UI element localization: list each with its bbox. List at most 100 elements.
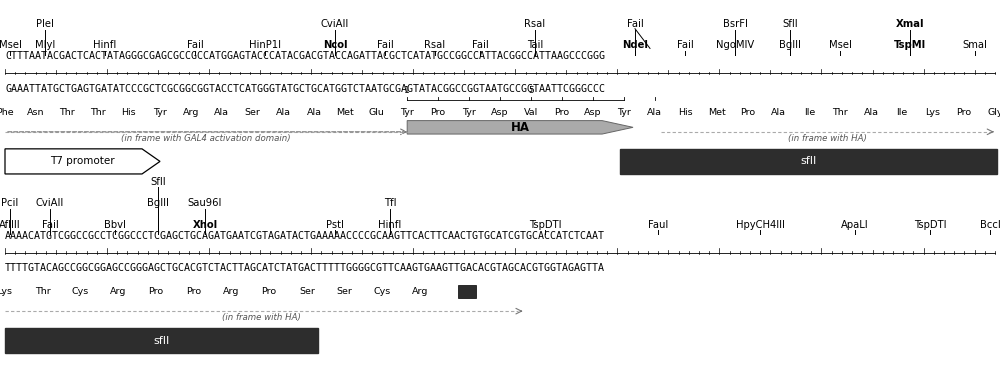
FancyArrow shape: [5, 149, 160, 174]
Text: Arg: Arg: [182, 108, 199, 117]
Text: His: His: [121, 108, 136, 117]
Text: Tyr: Tyr: [617, 108, 631, 117]
Text: NgoMIV: NgoMIV: [716, 40, 754, 50]
Text: FaiI: FaiI: [42, 220, 58, 229]
Text: 5: 5: [528, 86, 534, 95]
Text: T7 promoter: T7 promoter: [50, 156, 114, 167]
Text: Lys: Lys: [0, 287, 12, 296]
Text: GAAATTATGCTGAGTGATATCCCGCTCGCGGCGGTACCTCATGGGTATGCTGCATGGTCTAATGCGAGTATACGGCCGGT: GAAATTATGCTGAGTGATATCCCGCTCGCGGCGGTACCTC…: [5, 84, 605, 94]
Text: Sau96I: Sau96I: [188, 198, 222, 208]
Text: FaiI: FaiI: [187, 40, 203, 50]
Text: Met: Met: [336, 108, 354, 117]
Text: TspMI: TspMI: [894, 40, 926, 50]
Text: PstI: PstI: [326, 220, 344, 229]
Text: BglII: BglII: [147, 198, 169, 208]
Text: TspDTI: TspDTI: [529, 220, 561, 229]
Text: NcoI: NcoI: [323, 40, 347, 50]
Text: HpyCH4III: HpyCH4III: [736, 220, 784, 229]
Text: Ser: Ser: [337, 287, 352, 296]
Text: ApaLI: ApaLI: [841, 220, 869, 229]
Text: Pro: Pro: [956, 108, 972, 117]
Text: SfII: SfII: [782, 19, 798, 29]
Text: BsrFI: BsrFI: [723, 19, 747, 29]
Text: His: His: [678, 108, 693, 117]
Text: (in frame with GAL4 activation domain): (in frame with GAL4 activation domain): [121, 134, 291, 143]
Text: (in frame with HA): (in frame with HA): [222, 313, 301, 322]
Text: TspDTI: TspDTI: [914, 220, 946, 229]
Text: FaiI: FaiI: [472, 40, 488, 50]
Text: MseI: MseI: [0, 40, 21, 50]
Text: Thr: Thr: [59, 108, 75, 117]
FancyArrow shape: [407, 121, 633, 134]
Text: Pro: Pro: [186, 287, 201, 296]
Text: NdeI: NdeI: [622, 40, 648, 50]
Text: Thr: Thr: [90, 108, 106, 117]
Text: CviAII: CviAII: [321, 19, 349, 29]
Text: RsaI: RsaI: [524, 19, 546, 29]
Text: Phe: Phe: [0, 108, 14, 117]
Text: FaiI: FaiI: [677, 40, 693, 50]
Text: BccI: BccI: [980, 220, 1000, 229]
Text: Ala: Ala: [276, 108, 291, 117]
Text: Arg: Arg: [412, 287, 428, 296]
Text: HinP1I: HinP1I: [249, 40, 281, 50]
Text: FauI: FauI: [648, 220, 668, 229]
Text: Cys: Cys: [72, 287, 89, 296]
Text: Asn: Asn: [27, 108, 45, 117]
Text: Thr: Thr: [832, 108, 848, 117]
Bar: [620, 149, 997, 174]
Text: PleI: PleI: [36, 19, 54, 29]
Text: Asp: Asp: [584, 108, 602, 117]
Text: Pro: Pro: [554, 108, 569, 117]
Text: TfI: TfI: [384, 198, 396, 208]
Text: Ile: Ile: [804, 108, 815, 117]
Text: sfII: sfII: [800, 156, 817, 167]
Text: Val: Val: [524, 108, 538, 117]
Text: RsaI: RsaI: [424, 40, 446, 50]
Text: HA: HA: [511, 121, 530, 134]
Text: Lys: Lys: [926, 108, 941, 117]
Text: Thr: Thr: [35, 287, 51, 296]
Text: Arg: Arg: [110, 287, 126, 296]
Text: Ile: Ile: [897, 108, 908, 117]
Text: sfII: sfII: [153, 336, 170, 346]
Text: Tyr: Tyr: [400, 108, 414, 117]
Text: Tyr: Tyr: [462, 108, 476, 117]
Text: Ala: Ala: [307, 108, 322, 117]
Text: Pro: Pro: [148, 287, 163, 296]
Text: MseI: MseI: [829, 40, 851, 50]
Text: CTTTAATACGACTCACTATAGGGCGAGCGCCGCCATGGAGTACCCATACGACGTACCAGATTACGCTCATATGCCGGCCA: CTTTAATACGACTCACTATAGGGCGAGCGCCGCCATGGAG…: [5, 52, 605, 61]
Text: AflIII: AflIII: [0, 220, 21, 229]
Text: HinfI: HinfI: [93, 40, 117, 50]
Text: MlyI: MlyI: [35, 40, 55, 50]
Text: Ala: Ala: [214, 108, 229, 117]
Bar: [458, 285, 476, 298]
Text: (in frame with HA): (in frame with HA): [788, 134, 867, 143]
Text: Ala: Ala: [771, 108, 786, 117]
Text: CviAII: CviAII: [36, 198, 64, 208]
Text: Tyr: Tyr: [153, 108, 167, 117]
Text: FaiI: FaiI: [377, 40, 393, 50]
Text: Pro: Pro: [740, 108, 755, 117]
Text: Met: Met: [708, 108, 725, 117]
Text: TTTTGTACAGCCGGCGGAGCCGGGAGCTGCACGTCTACTTAGCATCTATGACTTTTTGGGGCGTTCAAGTGAAGTTGACA: TTTTGTACAGCCGGCGGAGCCGGGAGCTGCACGTCTACTT…: [5, 263, 605, 273]
Text: TaiI: TaiI: [527, 40, 543, 50]
Text: HinfI: HinfI: [378, 220, 402, 229]
Text: SfII: SfII: [150, 176, 166, 187]
Text: SmaI: SmaI: [963, 40, 987, 50]
Text: Asp: Asp: [491, 108, 509, 117]
Text: AAAACATGTCGGCCGCCTCGGCCCTCGAGCTGCAGATGAATCGTAGATACTGAAAAACCCCGCAAGTTCACTTCAACTGT: AAAACATGTCGGCCGCCTCGGCCCTCGAGCTGCAGATGAA…: [5, 231, 605, 241]
Text: XmaI: XmaI: [896, 19, 924, 29]
Text: BglII: BglII: [779, 40, 801, 50]
Text: Ser: Ser: [245, 108, 260, 117]
Text: Pro: Pro: [431, 108, 446, 117]
Bar: [5, 328, 318, 353]
Text: Glu: Glu: [368, 108, 384, 117]
Text: FaiI: FaiI: [627, 19, 643, 29]
Text: Cys: Cys: [374, 287, 391, 296]
Text: Gly: Gly: [987, 108, 1000, 117]
Text: Pro: Pro: [262, 287, 277, 296]
Text: Arg: Arg: [223, 287, 240, 296]
Text: Ala: Ala: [864, 108, 879, 117]
Text: Ala: Ala: [647, 108, 662, 117]
